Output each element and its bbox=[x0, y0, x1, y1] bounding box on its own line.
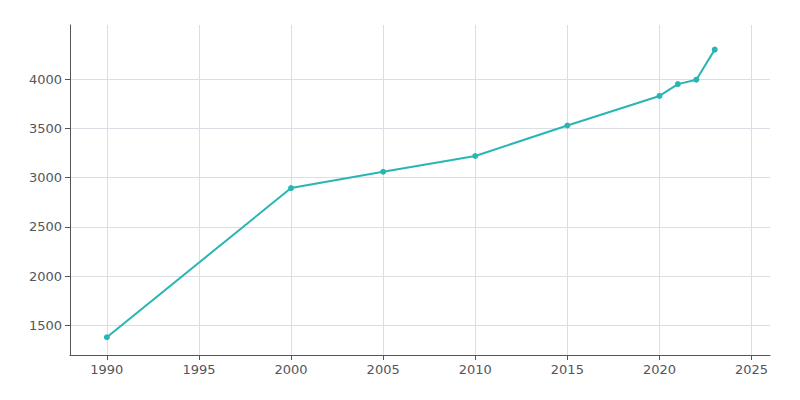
svg-text:1995: 1995 bbox=[182, 362, 215, 377]
svg-text:1990: 1990 bbox=[90, 362, 123, 377]
svg-text:2000: 2000 bbox=[29, 269, 62, 284]
svg-text:2025: 2025 bbox=[735, 362, 768, 377]
svg-text:3500: 3500 bbox=[29, 121, 62, 136]
svg-text:1500: 1500 bbox=[29, 318, 62, 333]
svg-text:2005: 2005 bbox=[367, 362, 400, 377]
svg-text:2000: 2000 bbox=[275, 362, 308, 377]
svg-text:2500: 2500 bbox=[29, 219, 62, 234]
svg-text:2020: 2020 bbox=[643, 362, 676, 377]
svg-text:2015: 2015 bbox=[551, 362, 584, 377]
svg-text:4000: 4000 bbox=[29, 72, 62, 87]
svg-text:3000: 3000 bbox=[29, 170, 62, 185]
svg-text:2010: 2010 bbox=[459, 362, 492, 377]
